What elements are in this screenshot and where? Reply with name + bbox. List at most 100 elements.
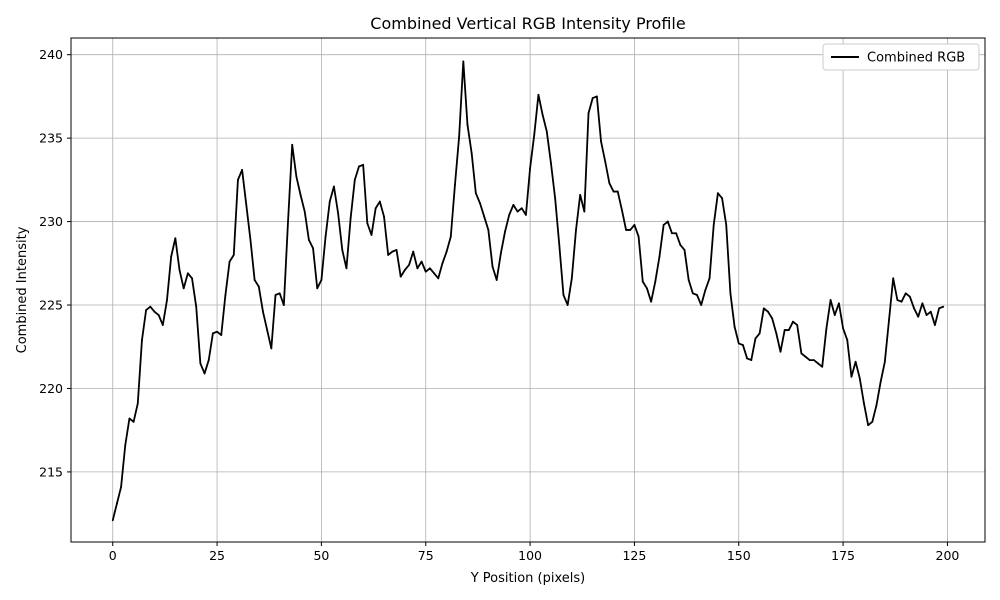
data-point bbox=[533, 133, 536, 136]
y-tick-label: 225 bbox=[39, 298, 63, 313]
data-point bbox=[846, 339, 849, 341]
data-point bbox=[583, 210, 586, 213]
data-point bbox=[466, 123, 469, 126]
data-point bbox=[291, 143, 294, 146]
x-axis-label: Y Position (pixels) bbox=[470, 571, 586, 586]
data-point bbox=[934, 324, 936, 326]
data-point bbox=[378, 200, 381, 203]
data-point bbox=[141, 339, 143, 341]
data-point bbox=[224, 294, 227, 296]
data-point bbox=[504, 230, 506, 233]
data-point bbox=[520, 207, 523, 210]
data-point bbox=[132, 420, 135, 423]
data-point bbox=[792, 320, 794, 323]
data-point bbox=[754, 337, 757, 340]
data-point bbox=[779, 350, 782, 353]
data-point bbox=[671, 232, 673, 235]
data-point bbox=[621, 208, 623, 211]
data-point bbox=[796, 324, 799, 326]
data-point bbox=[416, 267, 419, 270]
data-point bbox=[850, 375, 853, 378]
x-tick-label: 125 bbox=[622, 548, 646, 563]
data-point bbox=[232, 254, 235, 256]
data-point bbox=[212, 332, 214, 335]
data-point bbox=[925, 314, 928, 316]
data-point bbox=[253, 279, 256, 281]
data-point bbox=[938, 307, 940, 310]
data-point bbox=[833, 314, 836, 316]
data-point bbox=[729, 292, 732, 295]
y-axis-label: Combined Intensity bbox=[15, 226, 30, 353]
data-point bbox=[750, 359, 753, 361]
data-point bbox=[883, 360, 886, 363]
data-point bbox=[203, 372, 206, 375]
legend: Combined RGB bbox=[822, 43, 980, 71]
data-point bbox=[625, 229, 627, 231]
data-point bbox=[153, 310, 156, 313]
data-point bbox=[245, 203, 248, 206]
data-point bbox=[399, 275, 402, 278]
data-point bbox=[374, 207, 377, 210]
data-point bbox=[207, 359, 210, 361]
data-layer bbox=[111, 60, 945, 522]
data-point bbox=[666, 220, 669, 223]
data-point bbox=[712, 224, 715, 226]
data-point bbox=[495, 279, 498, 281]
x-tick-label: 150 bbox=[727, 548, 751, 563]
data-point bbox=[725, 224, 728, 226]
data-point bbox=[716, 192, 719, 195]
data-point bbox=[879, 380, 882, 383]
data-point bbox=[637, 235, 640, 238]
data-point bbox=[161, 324, 164, 326]
data-point bbox=[863, 402, 865, 405]
data-point bbox=[913, 307, 915, 310]
data-point bbox=[249, 239, 252, 241]
data-point bbox=[800, 352, 803, 355]
data-point bbox=[541, 113, 544, 116]
data-point bbox=[545, 130, 548, 133]
data-point bbox=[758, 332, 761, 335]
data-point bbox=[579, 193, 582, 196]
y-tick-label: 220 bbox=[39, 381, 63, 396]
data-point bbox=[362, 163, 365, 166]
data-point bbox=[353, 178, 356, 181]
data-point bbox=[116, 502, 118, 505]
data-point bbox=[838, 302, 840, 305]
data-point bbox=[324, 235, 327, 238]
data-point bbox=[787, 329, 790, 331]
data-point bbox=[771, 317, 774, 320]
data-point bbox=[767, 310, 769, 313]
x-axis-ticks: 0 25 50 75 100 125 150 175 200 bbox=[109, 542, 959, 563]
data-point bbox=[266, 329, 269, 331]
data-point bbox=[821, 365, 824, 368]
data-point bbox=[575, 229, 577, 231]
data-point bbox=[228, 260, 231, 263]
data-point bbox=[383, 215, 385, 218]
data-point bbox=[257, 285, 260, 288]
data-point bbox=[633, 224, 636, 226]
y-tick-label: 240 bbox=[39, 47, 63, 62]
data-point bbox=[641, 280, 644, 283]
data-point bbox=[646, 287, 648, 290]
data-point bbox=[328, 200, 331, 203]
y-tick-label: 215 bbox=[39, 464, 63, 479]
data-point bbox=[537, 93, 540, 96]
data-point bbox=[554, 197, 557, 200]
data-point bbox=[691, 292, 694, 295]
x-tick-label: 50 bbox=[313, 548, 329, 563]
data-point bbox=[157, 314, 160, 316]
data-point bbox=[274, 294, 277, 296]
data-point bbox=[182, 287, 185, 290]
data-point bbox=[474, 192, 477, 195]
data-point bbox=[270, 347, 273, 350]
data-point bbox=[333, 185, 335, 188]
data-point bbox=[220, 334, 223, 336]
data-point bbox=[366, 222, 369, 225]
data-point bbox=[307, 239, 310, 241]
data-point bbox=[445, 250, 448, 253]
data-point bbox=[917, 315, 920, 318]
data-point bbox=[491, 265, 494, 268]
data-point bbox=[737, 342, 740, 345]
data-point bbox=[312, 247, 314, 250]
